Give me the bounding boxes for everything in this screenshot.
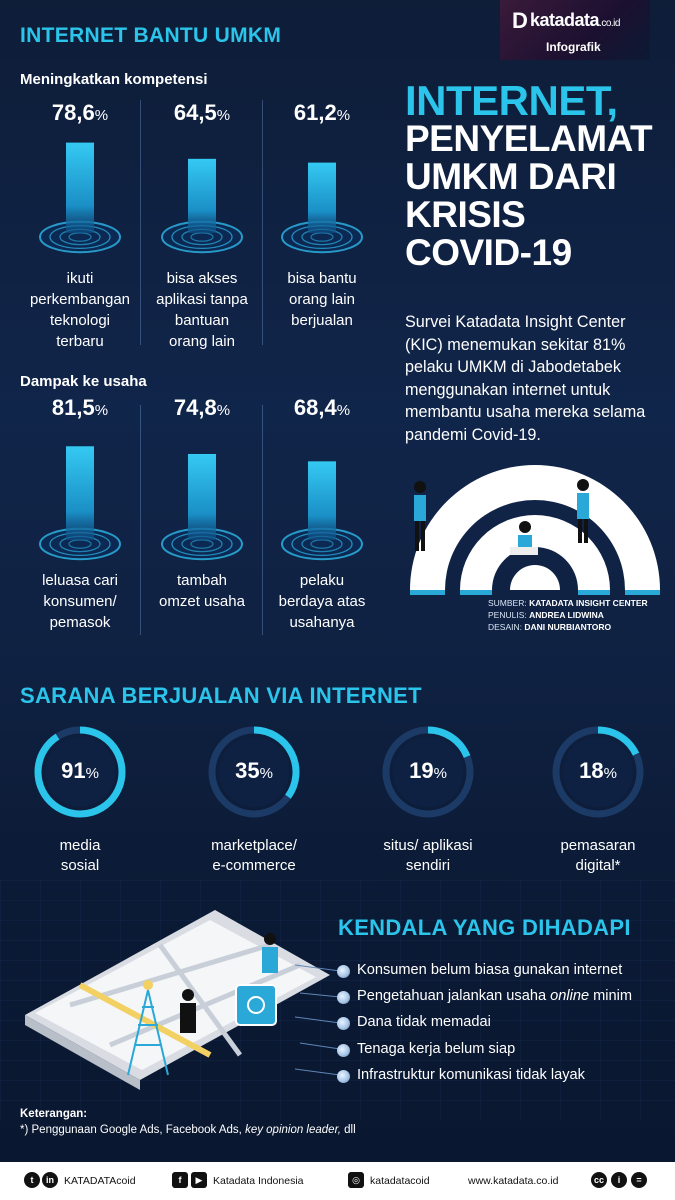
section-title-sarana: SARANA BERJUALAN VIA INTERNET bbox=[20, 683, 422, 708]
donut-center bbox=[45, 737, 115, 807]
intro-paragraph: Survei Katadata Insight Center (KIC) men… bbox=[405, 313, 646, 444]
donut-category-label: situs/ aplikasi sendiri bbox=[383, 837, 473, 874]
donut-value-label: 19% bbox=[409, 758, 447, 783]
bar-value-label: 61,2% bbox=[293, 100, 351, 125]
donut-category-label: marketplace/e-commerce bbox=[211, 837, 297, 874]
credit-source: SUMBER: KATADATA INSIGHT CENTER bbox=[488, 598, 648, 608]
bar-category-label: bisa bantu orang lain berjualan bbox=[287, 270, 357, 329]
kendala-bullet-icon bbox=[337, 965, 350, 978]
bar-category-label: bisa akses aplikasi tanpa bantuan orang lai… bbox=[156, 270, 248, 350]
kendala-bullet-icon bbox=[337, 1017, 350, 1030]
donut-value-label: 35% bbox=[235, 758, 273, 783]
donut-center bbox=[563, 737, 633, 807]
footer-instagram[interactable]: katadatacoid bbox=[370, 1175, 430, 1187]
bar-category-label: ikuti perkembangan teknologi terbaru bbox=[29, 270, 131, 350]
logo-subtitle: Infografik bbox=[546, 40, 601, 54]
kendala-item: Konsumen belum biasa gunakan internet bbox=[357, 962, 623, 978]
donut-arc-3 bbox=[427, 726, 471, 758]
main-title: INTERNET, PENYELAMAT UMKM DARI KRISIS CO… bbox=[405, 77, 670, 273]
donut-arc-2 bbox=[253, 726, 300, 799]
bar-2-3 bbox=[308, 461, 336, 540]
notes-text: *) Penggunaan Google Ads, Facebook Ads, … bbox=[20, 1124, 356, 1136]
main-title-line-3: UMKM DARI bbox=[405, 156, 617, 197]
bar-value-label: 74,8% bbox=[173, 395, 231, 420]
kendala-bullet-icon bbox=[337, 1070, 350, 1083]
section-title-internet-bantu: INTERNET BANTU UMKM bbox=[20, 24, 282, 47]
footer-fb-yt[interactable]: Katadata Indonesia bbox=[213, 1175, 304, 1187]
donut-charts-svg bbox=[34, 726, 644, 818]
bar-category-label: leluasa cari konsumen/pemasok bbox=[42, 572, 118, 631]
main-title-line-2: PENYELAMAT bbox=[405, 118, 653, 159]
background-top bbox=[0, 0, 675, 680]
footer-website[interactable]: www.katadata.co.id bbox=[468, 1175, 559, 1187]
kendala-item: Dana tidak memadai bbox=[357, 1014, 491, 1030]
separator bbox=[140, 100, 141, 345]
wifi-illustration bbox=[410, 465, 660, 595]
logo-badge[interactable] bbox=[500, 0, 650, 60]
credits: SUMBER: KATADATA INSIGHT CENTER PENULIS:… bbox=[488, 597, 648, 633]
donut-center bbox=[219, 737, 289, 807]
instagram-icon[interactable]: ◎ bbox=[348, 1172, 364, 1188]
bar-2-2 bbox=[188, 453, 216, 540]
main-title-line-1: INTERNET, bbox=[405, 77, 618, 124]
facebook-icon[interactable]: f bbox=[172, 1172, 188, 1188]
bar-charts-svg bbox=[39, 142, 363, 561]
donut-arc-4 bbox=[597, 726, 640, 756]
phone-illustration bbox=[25, 910, 330, 1090]
donut-value-label: 91% bbox=[61, 758, 99, 783]
donut-value-label: 18% bbox=[579, 758, 617, 783]
subtitle-dampak: Dampak ke usaha bbox=[20, 373, 147, 390]
bar-value-label: 64,5% bbox=[173, 100, 231, 125]
main-title-line-4: KRISIS bbox=[405, 194, 526, 235]
subtitle-kompetensi: Meningkatkan kompetensi bbox=[20, 71, 208, 88]
by-license-icon: i bbox=[611, 1172, 627, 1188]
nd-license-icon: = bbox=[631, 1172, 647, 1188]
bar-value-label: 78,6% bbox=[51, 100, 109, 125]
kendala-item: Infrastruktur komunikasi tidak layak bbox=[357, 1067, 585, 1083]
kendala-bullet-icon bbox=[337, 991, 350, 1004]
cc-license-icon: cc bbox=[591, 1172, 607, 1188]
bar-1-1 bbox=[66, 142, 94, 233]
twitter-icon[interactable]: t bbox=[24, 1172, 40, 1188]
kendala-item: Pengetahuan jalankan usaha online minim bbox=[357, 988, 633, 1004]
footer-social-handle[interactable]: KATADATAcoid bbox=[64, 1175, 136, 1187]
logo-mark: D bbox=[512, 8, 528, 33]
main-title-line-5: COVID-19 bbox=[405, 232, 572, 273]
youtube-icon[interactable]: ▶ bbox=[191, 1172, 207, 1188]
donut-center bbox=[393, 737, 463, 807]
bar-1-3 bbox=[308, 162, 336, 233]
donut-category-label: pemasaran digital* bbox=[560, 837, 636, 874]
linkedin-icon[interactable]: in bbox=[42, 1172, 58, 1188]
donut-category-label: media sosial bbox=[59, 837, 101, 874]
notes-heading: Keterangan: bbox=[20, 1108, 88, 1120]
bar-value-label: 81,5% bbox=[51, 395, 109, 420]
credit-writer: PENULIS: ANDREA LIDWINA bbox=[488, 610, 604, 620]
kendala-bullet-icon bbox=[337, 1044, 350, 1057]
bar-2-1 bbox=[66, 446, 94, 540]
separator bbox=[262, 405, 263, 635]
footer-bar bbox=[0, 1162, 675, 1200]
logo-name: katadata.co.id bbox=[530, 10, 620, 30]
separator bbox=[262, 100, 263, 345]
kendala-item: Tenaga kerja belum siap bbox=[357, 1041, 516, 1057]
bar-category-label: tambah omzet usaha bbox=[159, 572, 245, 610]
bar-1-2 bbox=[188, 158, 216, 233]
separator bbox=[140, 405, 141, 635]
credit-design: DESAIN: DANI NURBIANTORO bbox=[488, 622, 612, 632]
connector-lines bbox=[295, 964, 340, 1076]
bar-category-label: pelaku berdaya atas usahanya bbox=[278, 572, 366, 631]
bar-value-label: 68,4% bbox=[293, 395, 351, 420]
section-title-kendala: KENDALA YANG DIHADAPI bbox=[338, 915, 631, 940]
donut-arc-1 bbox=[34, 726, 126, 818]
